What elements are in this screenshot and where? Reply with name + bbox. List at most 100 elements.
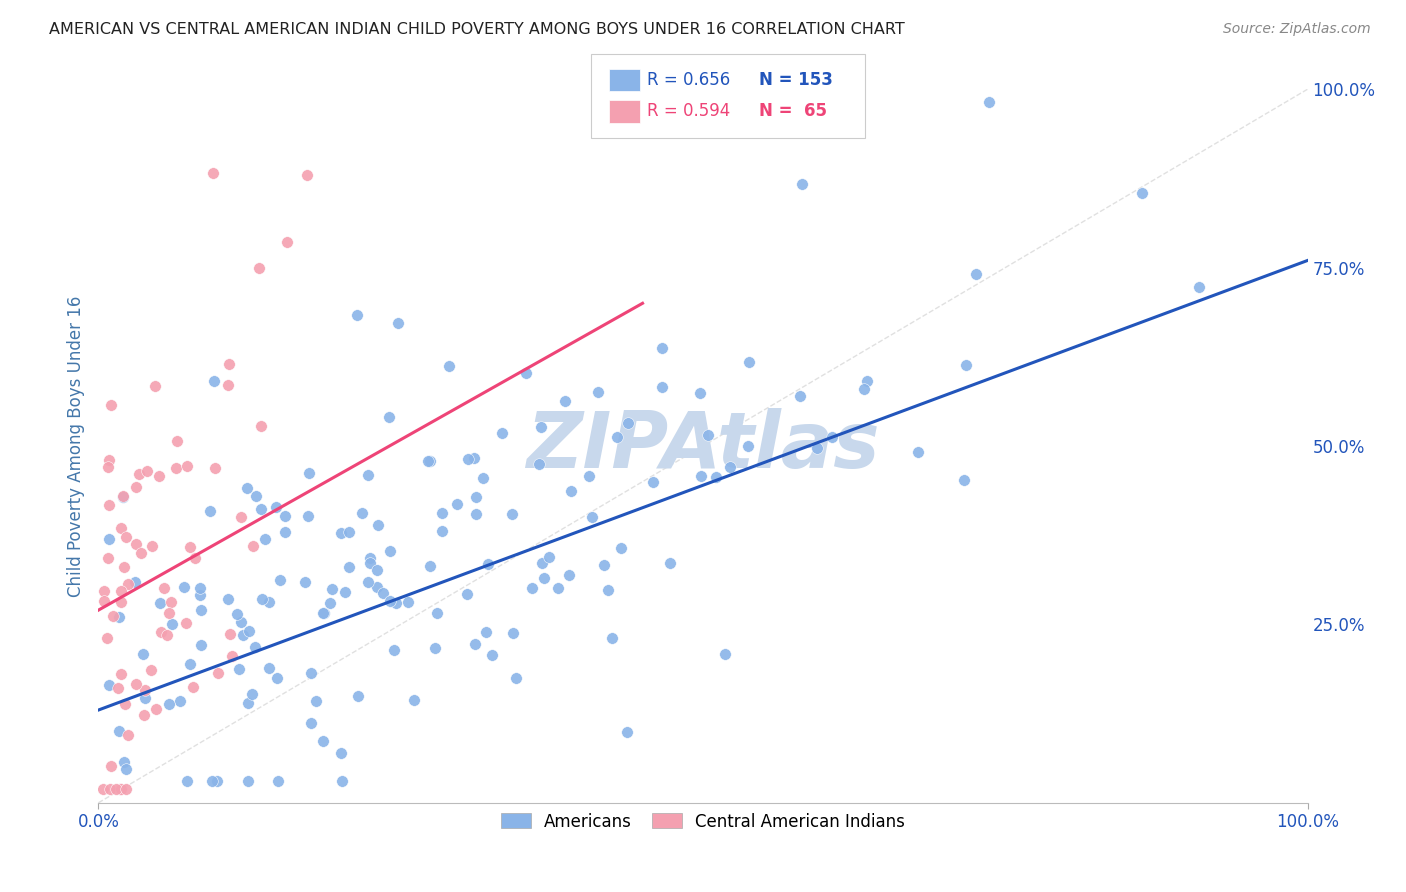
Point [134,683,156,698]
Point [111,490,134,504]
Point [201,774,224,789]
Point [124,575,146,590]
Point [125,677,148,691]
Point [236,774,259,789]
Point [299,666,322,681]
Point [107,681,129,696]
Point [359,551,381,566]
Point [385,596,408,610]
Point [382,643,405,657]
Point [416,454,439,468]
Point [965,267,987,281]
Text: Source: ZipAtlas.com: Source: ZipAtlas.com [1223,22,1371,37]
Point [91,781,114,796]
Point [360,556,382,570]
Point [337,525,360,540]
Point [117,728,139,742]
Point [98,498,121,512]
Text: R = 0.594: R = 0.594 [647,103,730,120]
Point [252,592,274,607]
Point [319,596,342,610]
Point [419,453,441,467]
Point [312,606,335,620]
Point [425,640,447,655]
Point [221,649,243,664]
Point [953,473,976,487]
Point [312,734,335,748]
Point [378,410,401,425]
Point [430,524,453,538]
Point [718,459,741,474]
Point [457,452,479,467]
Point [188,588,211,602]
Point [124,537,146,551]
Point [481,648,503,662]
Point [156,628,179,642]
Point [501,507,523,521]
Point [1188,280,1211,294]
Point [135,464,157,478]
Point [242,539,264,553]
Point [238,624,260,639]
Point [134,690,156,705]
Point [856,375,879,389]
Point [472,471,495,485]
Point [236,696,259,710]
Point [396,595,419,609]
Point [600,631,623,645]
Point [276,235,298,249]
Point [218,626,240,640]
Point [465,508,488,522]
Point [330,526,353,541]
Point [132,707,155,722]
Point [321,582,343,596]
Point [111,489,134,503]
Point [439,359,461,373]
Point [538,549,561,564]
Text: N = 153: N = 153 [759,71,834,89]
Point [157,697,180,711]
Point [165,461,187,475]
Point [169,694,191,708]
Point [229,509,252,524]
Point [738,355,761,369]
Point [114,529,136,543]
Point [530,556,553,570]
Point [257,661,280,675]
Point [202,374,225,388]
Point [160,594,183,608]
Point [202,166,225,180]
Point [159,606,181,620]
Point [104,781,127,796]
Point [955,358,977,372]
Point [229,615,252,629]
Text: R = 0.656: R = 0.656 [647,71,730,89]
Point [346,690,368,704]
Point [1130,186,1153,200]
Point [299,716,322,731]
Point [704,469,727,483]
Point [297,509,319,524]
Point [714,648,737,662]
Point [346,308,368,322]
Point [110,584,132,599]
Point [128,467,150,482]
Point [419,559,441,574]
Point [184,551,207,566]
Point [143,379,166,393]
Point [527,458,550,472]
Point [100,759,122,773]
Point [357,574,380,589]
Point [558,567,581,582]
Point [97,459,120,474]
Point [218,358,240,372]
Point [378,544,401,558]
Point [852,382,875,396]
Point [477,557,499,571]
Point [204,461,226,475]
Point [240,687,263,701]
Y-axis label: Child Poverty Among Boys Under 16: Child Poverty Among Boys Under 16 [66,295,84,597]
Point [217,377,239,392]
Point [404,693,426,707]
Point [129,546,152,560]
